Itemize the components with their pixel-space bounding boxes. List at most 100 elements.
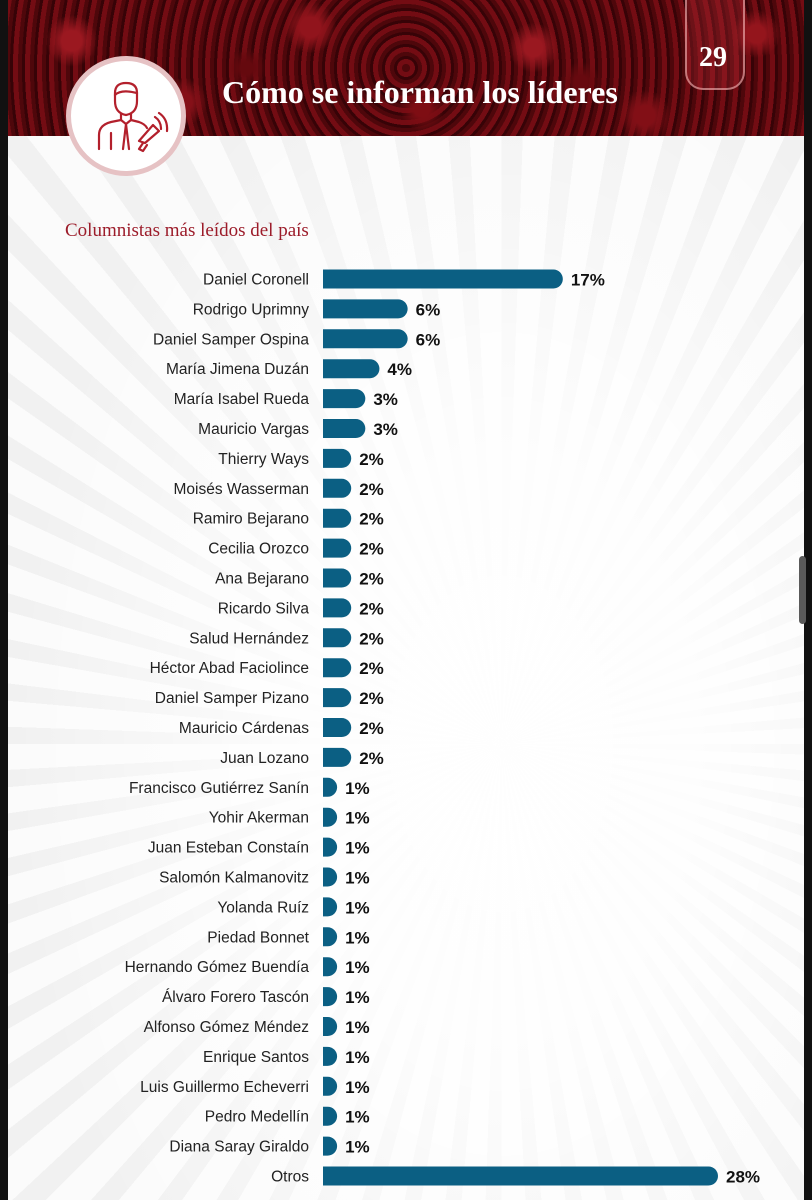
scrollbar-thumb[interactable]	[799, 556, 806, 624]
chart-title: Columnistas más leídos del país	[65, 220, 309, 241]
bar	[323, 718, 352, 737]
category-label: Hernando Gómez Buendía	[125, 959, 310, 976]
bar	[323, 807, 338, 827]
value-label: 1%	[345, 869, 370, 888]
value-label: 4%	[387, 360, 412, 379]
category-label: Daniel Coronell	[203, 272, 309, 289]
category-label: Juan Esteban Constaín	[148, 840, 309, 857]
value-label: 1%	[345, 1078, 370, 1097]
bar	[323, 329, 408, 349]
category-label: Luis Guillermo Echeverri	[140, 1079, 309, 1096]
bar	[323, 658, 352, 678]
category-label: María Jimena Duzán	[166, 361, 309, 378]
page-title: Cómo se informan los líderes	[222, 74, 618, 110]
value-label: 1%	[345, 898, 370, 917]
bar	[323, 1166, 718, 1186]
bar	[323, 1136, 338, 1156]
bar-chart: Daniel Coronell 17% Rodrigo Uprimny 6% Danie…	[125, 269, 760, 1187]
bar	[323, 837, 338, 857]
bar	[323, 598, 352, 618]
category-label: Daniel Samper Pizano	[155, 690, 309, 707]
value-label: 2%	[359, 510, 384, 529]
category-label: Daniel Samper Ospina	[153, 331, 309, 348]
value-label: 1%	[345, 1108, 370, 1127]
value-label: 2%	[359, 570, 384, 589]
bar	[323, 957, 338, 977]
bar	[323, 1017, 338, 1036]
value-label: 2%	[359, 629, 384, 648]
value-label: 2%	[359, 689, 384, 708]
category-label: Ana Bejarano	[215, 571, 309, 588]
category-label: Francisco Gutiérrez Sanín	[129, 780, 309, 797]
value-label: 6%	[416, 330, 441, 349]
page-number-tab	[685, 0, 745, 90]
value-label: 1%	[345, 928, 370, 947]
value-label: 1%	[345, 809, 370, 828]
category-label: Héctor Abad Faciolince	[150, 660, 309, 677]
category-label: Thierry Ways	[218, 451, 309, 468]
value-label: 2%	[359, 599, 384, 618]
leader-with-megaphone-icon	[97, 81, 169, 153]
report-page: 29 Cómo se informan los líderes Columnis…	[8, 0, 804, 1200]
bar	[323, 777, 338, 797]
bar	[323, 1106, 338, 1126]
category-label: Diana Saray Giraldo	[169, 1139, 309, 1156]
category-label: Alfonso Gómez Méndez	[144, 1019, 309, 1036]
section-badge	[66, 56, 186, 176]
value-label: 3%	[373, 420, 398, 439]
bar	[323, 628, 352, 648]
value-label: 1%	[345, 988, 370, 1007]
bar	[323, 389, 366, 409]
value-label: 2%	[359, 719, 384, 738]
category-label: Salud Hernández	[189, 630, 309, 647]
category-label: Pedro Medellín	[205, 1109, 309, 1126]
value-label: 1%	[345, 779, 370, 798]
value-label: 2%	[359, 749, 384, 768]
category-label: Piedad Bonnet	[207, 929, 309, 946]
value-label: 17%	[571, 271, 605, 290]
value-label: 3%	[373, 390, 398, 409]
value-label: 6%	[416, 300, 441, 319]
value-label: 2%	[359, 450, 384, 469]
category-label: Ramiro Bejarano	[193, 511, 309, 528]
background-rays	[8, 0, 804, 1200]
category-label: Salomón Kalmanovitz	[159, 870, 309, 887]
bar	[323, 448, 352, 468]
category-label: Cecilia Orozco	[208, 541, 309, 558]
category-label: Juan Lozano	[220, 750, 309, 767]
page-number: 29	[699, 42, 727, 73]
bar	[323, 1046, 338, 1066]
category-label: Álvaro Forero Tascón	[162, 989, 309, 1006]
bar	[323, 419, 366, 438]
bar	[323, 867, 338, 887]
category-label: Enrique Santos	[203, 1049, 309, 1066]
bar	[323, 269, 563, 289]
bar	[323, 299, 408, 319]
value-label: 1%	[345, 1018, 370, 1037]
value-label: 1%	[345, 839, 370, 858]
bar	[323, 568, 352, 588]
bar	[323, 987, 338, 1007]
bar	[323, 688, 352, 708]
bar	[323, 538, 352, 558]
bar	[323, 897, 338, 917]
value-label: 2%	[359, 540, 384, 559]
value-label: 2%	[359, 659, 384, 678]
bar	[323, 508, 352, 528]
category-label: Mauricio Vargas	[198, 421, 309, 438]
value-label: 28%	[726, 1168, 760, 1187]
bar	[323, 747, 352, 767]
bar	[323, 359, 380, 379]
category-label: Yohir Akerman	[209, 810, 309, 827]
category-label: Rodrigo Uprimny	[193, 301, 310, 318]
category-label: Otros	[271, 1169, 309, 1186]
value-label: 2%	[359, 480, 384, 499]
category-label: Mauricio Cárdenas	[179, 720, 309, 737]
value-label: 1%	[345, 958, 370, 977]
bar	[323, 927, 338, 947]
category-label: Moisés Wasserman	[173, 481, 309, 498]
bar	[323, 1076, 338, 1096]
value-label: 1%	[345, 1138, 370, 1157]
category-label: María Isabel Rueda	[174, 391, 310, 408]
category-label: Ricardo Silva	[218, 600, 310, 617]
